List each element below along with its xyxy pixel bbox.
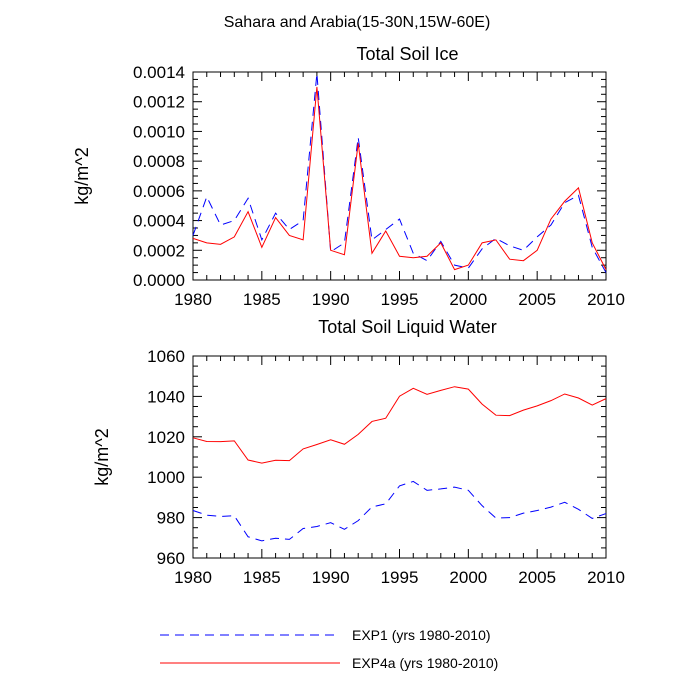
soil-ice-panel: Total Soil Ice 1980 1985 1990 1995 2000 2005 20…: [72, 44, 625, 309]
x-tick-label: 2005: [518, 290, 556, 309]
soil-liquid-water-panel: Total Soil Liquid Water 1980 1985 1990 1995 2…: [92, 317, 625, 587]
x-tick-label: 2005: [518, 568, 556, 587]
panel-title: Total Soil Liquid Water: [318, 317, 496, 337]
legend-label-exp1: EXP1 (yrs 1980-2010): [352, 627, 491, 643]
y-tick-label: 0.0012: [133, 93, 185, 112]
y-tick-label: 980: [157, 509, 185, 528]
plot-frame: [192, 71, 607, 281]
series-line-exp1: [192, 73, 607, 273]
plot-frame: [192, 355, 607, 559]
legend-item-exp1: EXP1 (yrs 1980-2010): [160, 627, 491, 643]
series-line-exp1: [192, 480, 607, 542]
panel-title: Total Soil Ice: [356, 44, 458, 64]
y-tick-label: 1040: [147, 387, 185, 406]
y-tick-label: 0.0004: [133, 212, 185, 231]
y-tick-label: 0.0014: [133, 63, 185, 82]
y-axis-label: kg/m^2: [72, 147, 92, 204]
legend: EXP1 (yrs 1980-2010) EXP4a (yrs 1980-201…: [160, 627, 498, 671]
y-tick-label: 1020: [147, 428, 185, 447]
x-tick-label: 2000: [449, 290, 487, 309]
x-tick-label: 1990: [312, 568, 350, 587]
x-tick-label: 1995: [381, 568, 419, 587]
x-tick-label: 1980: [174, 290, 212, 309]
legend-label-exp4a: EXP4a (yrs 1980-2010): [352, 655, 498, 671]
x-tick-label: 1985: [243, 568, 281, 587]
x-tick-label: 2010: [587, 568, 625, 587]
legend-item-exp4a: EXP4a (yrs 1980-2010): [160, 655, 498, 671]
y-tick-label: 1060: [147, 347, 185, 366]
y-tick-label: 0.0010: [133, 122, 185, 141]
series-line-exp4a: [192, 386, 607, 464]
x-tick-label: 1990: [312, 290, 350, 309]
figure-title: Sahara and Arabia(15-30N,15W-60E): [224, 14, 491, 31]
x-tick-label: 2010: [587, 290, 625, 309]
x-tick-label: 1995: [381, 290, 419, 309]
y-tick-label: 0.0008: [133, 152, 185, 171]
x-tick-label: 2000: [449, 568, 487, 587]
x-tick-label: 1980: [174, 568, 212, 587]
x-tick-label: 1985: [243, 290, 281, 309]
y-tick-label: 0.0006: [133, 182, 185, 201]
y-tick-label: 1000: [147, 468, 185, 487]
y-tick-label: 0.0002: [133, 241, 185, 260]
y-tick-label: 0.0000: [133, 271, 185, 290]
series-line-exp4a: [192, 86, 607, 271]
y-tick-label: 960: [157, 549, 185, 568]
y-axis-label: kg/m^2: [92, 428, 112, 485]
